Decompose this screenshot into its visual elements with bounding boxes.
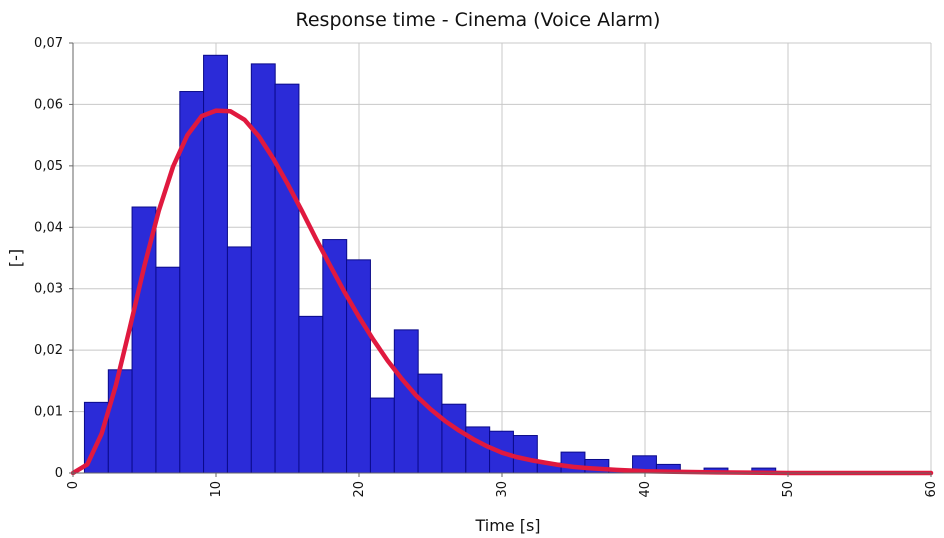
histogram-bar (441, 403, 467, 474)
fit-curve-layer (70, 108, 934, 476)
histogram-bar (346, 259, 371, 474)
x-tick-label: 10 (209, 481, 224, 498)
histogram-bar (226, 246, 252, 474)
fit-curve (70, 108, 934, 476)
x-axis-label: Time [s] (474, 516, 540, 535)
y-tick-label: 0,03 (34, 282, 63, 297)
y-tick-label: 0,02 (34, 343, 63, 358)
y-axis-label: [-] (6, 249, 25, 267)
x-tick-label: 20 (352, 481, 367, 498)
y-tick-label: 0,07 (34, 36, 63, 51)
y-tick-label: 0 (55, 466, 63, 481)
histogram-bar (560, 451, 586, 474)
histogram-bar (393, 329, 419, 474)
histogram-bar (250, 63, 276, 474)
x-tick-label: 30 (495, 481, 510, 498)
x-tick-label: 60 (924, 481, 939, 498)
x-tick-label: 0 (66, 481, 81, 489)
histogram-bar (369, 397, 395, 474)
histogram-bar (131, 206, 157, 474)
y-tick-label: 0,05 (34, 159, 63, 174)
histogram-bars (83, 54, 777, 474)
y-tick-labels: 0 0,01 0,02 0,03 0,04 0,05 0,06 0,07 (34, 36, 73, 481)
y-tick-label: 0,04 (34, 220, 63, 235)
histogram-bar (417, 373, 443, 474)
x-tick-label: 40 (638, 481, 653, 498)
y-tick-label: 0,01 (34, 405, 63, 420)
y-tick-label: 0,06 (34, 97, 63, 112)
x-tick-label: 50 (781, 481, 796, 498)
histogram-bar (155, 266, 181, 474)
histogram-bar (465, 426, 491, 474)
histogram-bar (203, 54, 228, 474)
histogram-bar (107, 369, 133, 474)
chart-title: Response time - Cinema (Voice Alarm) (296, 9, 661, 31)
histogram-bar (512, 435, 538, 474)
histogram-bar (274, 83, 300, 474)
x-tick-labels: 0 10 20 30 40 50 60 (66, 473, 939, 498)
histogram-bar (298, 315, 324, 474)
